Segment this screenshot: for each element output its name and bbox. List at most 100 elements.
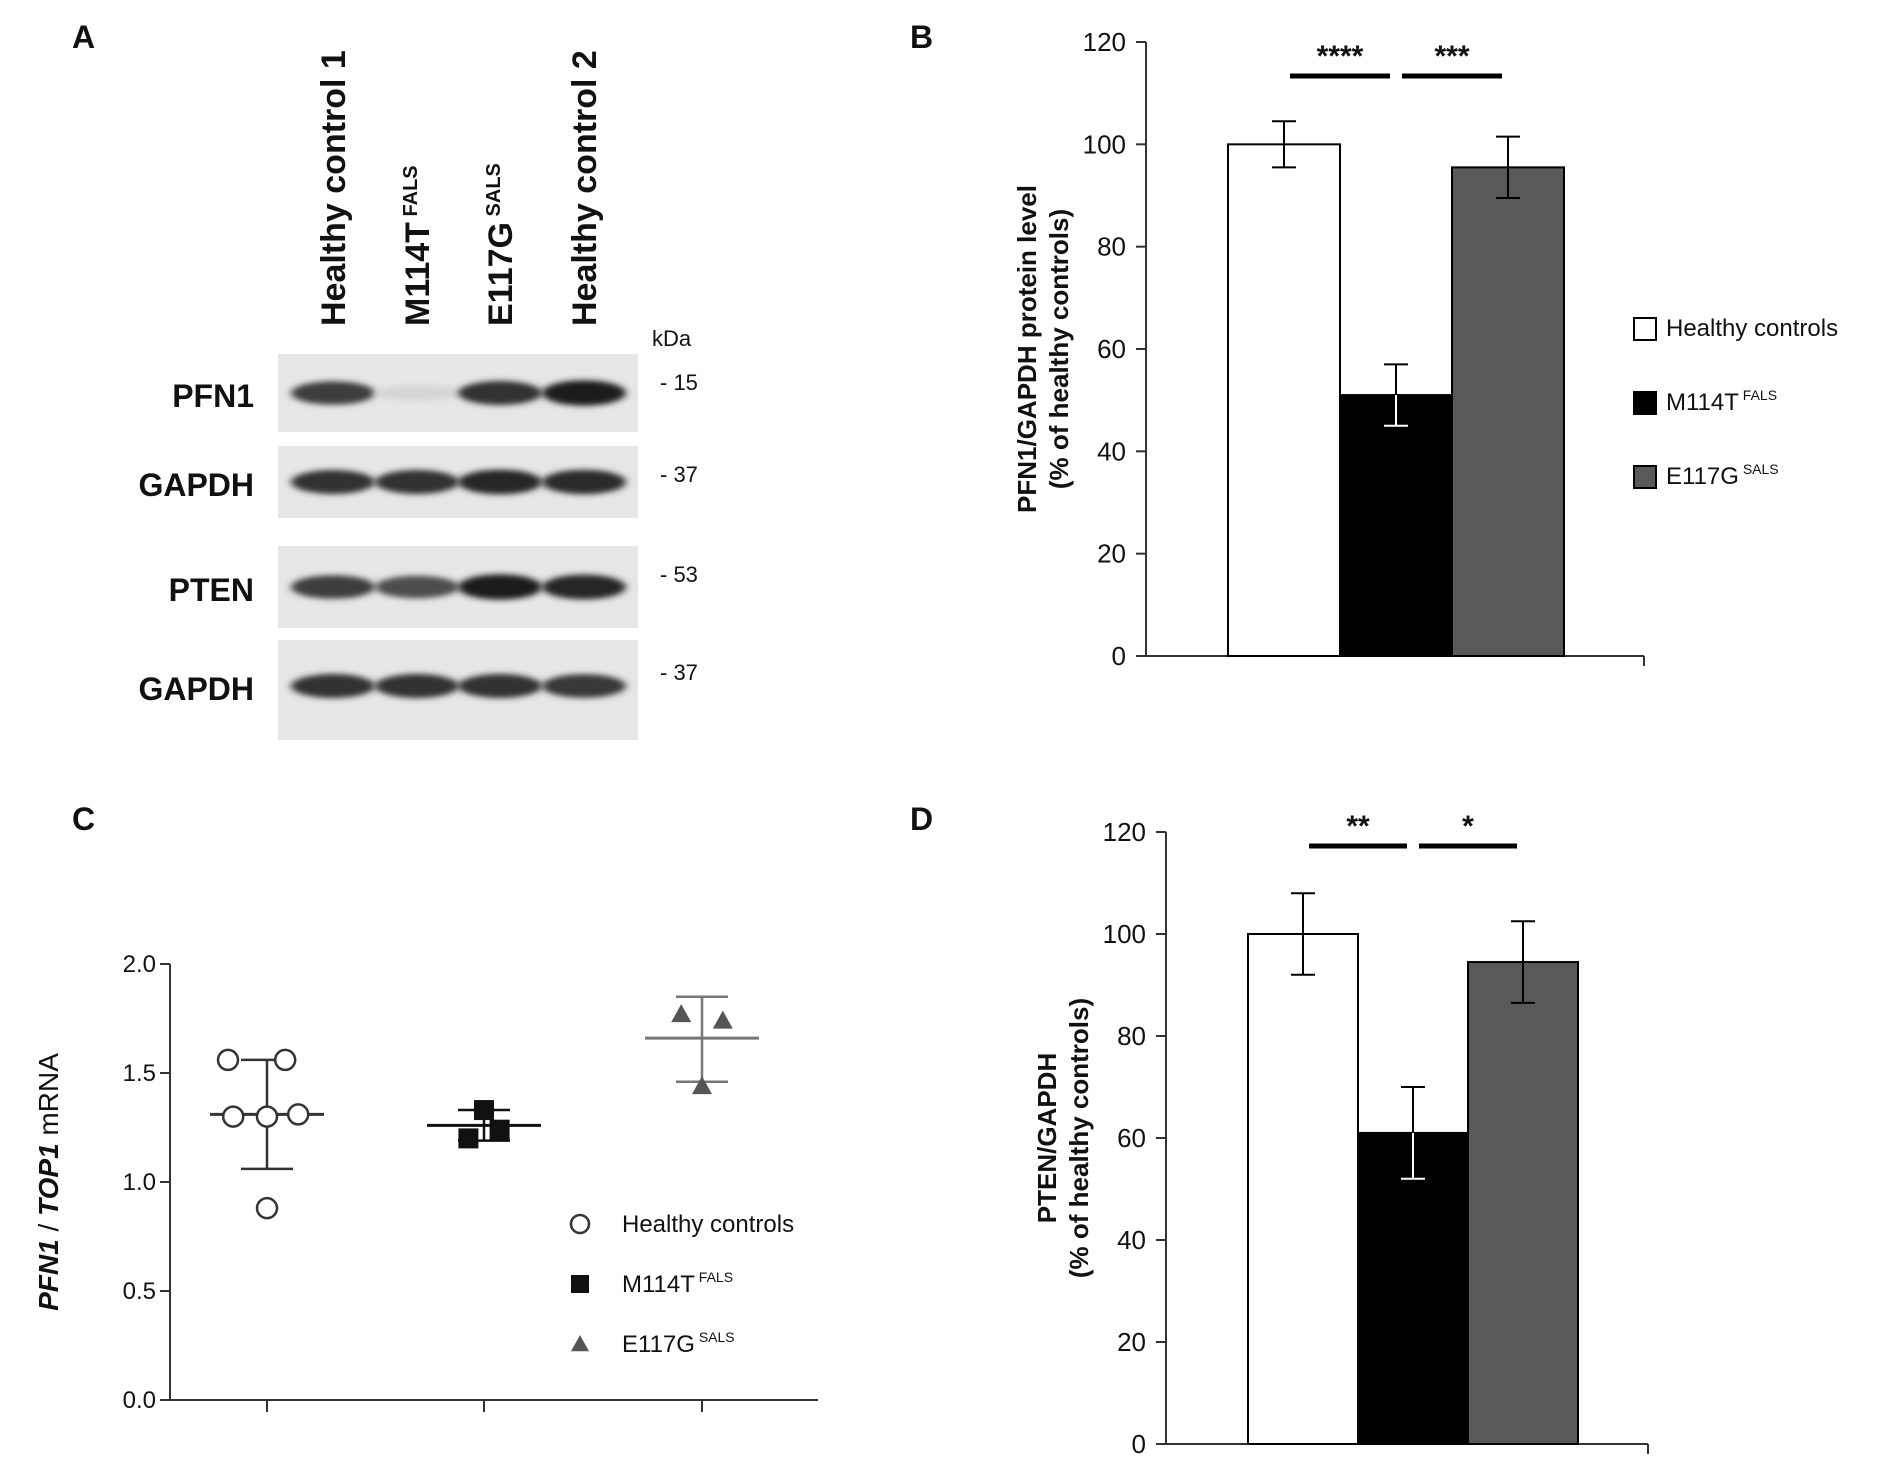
kda-marker: - 53 xyxy=(660,562,698,587)
blot-band xyxy=(458,469,542,495)
significance-label: *** xyxy=(1434,40,1469,73)
y-tick-label: 20 xyxy=(1117,1327,1146,1357)
y-tick-label: 60 xyxy=(1097,334,1126,364)
data-point xyxy=(474,1100,494,1121)
data-point xyxy=(286,1103,310,1126)
y-axis-label: PTEN/GAPDH xyxy=(1032,1053,1062,1223)
y-axis-label-part: TOP1 xyxy=(33,1143,64,1216)
y-tick-label: 120 xyxy=(1083,27,1126,57)
y-tick-label: 40 xyxy=(1097,436,1126,466)
legend-label: M114T xyxy=(1666,389,1739,416)
blot-band xyxy=(291,673,375,699)
legend-entry: Healthy controls xyxy=(622,1211,794,1238)
y-axis-label-part: PFN1 xyxy=(33,1239,64,1311)
legend-entry: M114T FALS xyxy=(1666,387,1777,416)
bar xyxy=(1227,143,1341,657)
significance-label: ** xyxy=(1346,810,1370,843)
legend-entry: M114T FALS xyxy=(622,1269,733,1298)
legend-superscript: FALS xyxy=(695,1269,733,1285)
legend-label: E117G xyxy=(622,1331,695,1358)
blot-band xyxy=(458,673,542,699)
bar xyxy=(1451,166,1565,657)
data-point xyxy=(216,1048,240,1072)
data-point xyxy=(489,1119,510,1140)
y-tick-label: 1.0 xyxy=(123,1169,156,1196)
y-tick-label: 80 xyxy=(1117,1021,1146,1051)
bar xyxy=(1247,933,1359,1445)
legend-swatch xyxy=(1633,391,1657,415)
legend-superscript: SALS xyxy=(1739,461,1779,477)
legend-label: Healthy controls xyxy=(1666,315,1838,342)
data-point xyxy=(692,1076,712,1095)
blot-band xyxy=(542,574,626,600)
y-tick-label: 0.5 xyxy=(123,1278,156,1305)
y-tick-label: 40 xyxy=(1117,1225,1146,1255)
panel-letter-d: D xyxy=(910,801,933,837)
y-tick-label: 100 xyxy=(1103,919,1146,949)
blot-band xyxy=(542,380,626,406)
data-point xyxy=(712,1010,733,1029)
data-point xyxy=(255,1196,279,1220)
kda-marker: - 37 xyxy=(660,660,698,685)
y-tick-label: 80 xyxy=(1097,232,1126,262)
data-point xyxy=(671,1004,692,1023)
blot-band xyxy=(375,673,459,699)
significance-label: * xyxy=(1462,810,1474,843)
y-tick-label: 20 xyxy=(1097,539,1126,569)
bar xyxy=(1339,394,1453,657)
lane-label-superscript: FALS xyxy=(400,165,422,222)
lane-label-superscript: SALS xyxy=(483,163,505,222)
legend-entry: E117G SALS xyxy=(1666,461,1779,490)
significance-label: **** xyxy=(1317,40,1364,73)
chart-c-pfn1-mrna: 0.0 0.5 1.0 1.5 2.0 PFN1 / TOP1 mRNA Healthy c… xyxy=(33,951,818,1414)
blot-band xyxy=(542,674,626,698)
lane-label-1: Healthy control 1 xyxy=(315,50,353,326)
legend-swatch xyxy=(1633,317,1657,341)
protein-label: GAPDH xyxy=(138,467,254,503)
western-blot-panel: kDa Healthy control 1 M114T FALS E117G SAL… xyxy=(138,50,698,740)
y-tick-label: 1.5 xyxy=(123,1060,156,1087)
data-point xyxy=(273,1048,297,1072)
y-tick-label: 0 xyxy=(1112,641,1126,671)
chart-d-pten-protein: 0 20 40 60 80 100 120 PTEN/GAPDH (% of healthy c… xyxy=(1032,810,1649,1459)
protein-label: GAPDH xyxy=(138,671,254,707)
blot-band xyxy=(542,469,626,495)
bar xyxy=(1357,1131,1469,1446)
blot-band xyxy=(375,469,459,495)
legend-label: Healthy controls xyxy=(622,1211,794,1238)
legend-marker xyxy=(571,1275,589,1293)
blot-band xyxy=(291,575,375,599)
blot-band xyxy=(291,381,375,405)
data-point xyxy=(255,1105,279,1128)
kda-marker: - 37 xyxy=(660,462,698,487)
y-tick-label: 60 xyxy=(1117,1123,1146,1153)
blot-band xyxy=(291,469,375,495)
lane-label-4: Healthy control 2 xyxy=(566,50,604,326)
legend-marker xyxy=(569,1213,591,1235)
blot-band xyxy=(458,574,542,600)
legend-label: M114T xyxy=(622,1271,695,1298)
lane-label-2: M114T FALS xyxy=(399,165,437,326)
legend-superscript: FALS xyxy=(1739,387,1777,403)
data-point xyxy=(458,1128,479,1149)
y-tick-label: 2.0 xyxy=(123,951,156,978)
y-tick-label: 120 xyxy=(1103,817,1146,847)
y-axis-label-secondary: (% of healthy controls) xyxy=(1064,998,1094,1278)
data-point xyxy=(221,1105,245,1128)
legend-label: E117G xyxy=(1666,463,1739,490)
chart-b-pfn1-protein: 0 20 40 60 80 100 120 PFN1/GAPDH protein level(… xyxy=(1012,27,1838,671)
y-tick-label: 100 xyxy=(1083,129,1126,159)
kda-marker: - 15 xyxy=(660,370,698,395)
y-tick-label: 0.0 xyxy=(123,1387,156,1414)
lane-label-text: E117G xyxy=(482,222,520,326)
y-axis-label-part: mRNA xyxy=(33,1053,64,1144)
blot-band xyxy=(375,385,459,401)
y-axis-label-part: / xyxy=(33,1216,64,1239)
legend-marker xyxy=(571,1335,589,1352)
blot-band xyxy=(375,575,459,599)
blot-band xyxy=(458,380,542,406)
legend-superscript: SALS xyxy=(695,1329,735,1345)
y-tick-label: 0 xyxy=(1132,1429,1146,1459)
y-axis-label-secondary: (% of healthy controls) xyxy=(1044,209,1074,489)
